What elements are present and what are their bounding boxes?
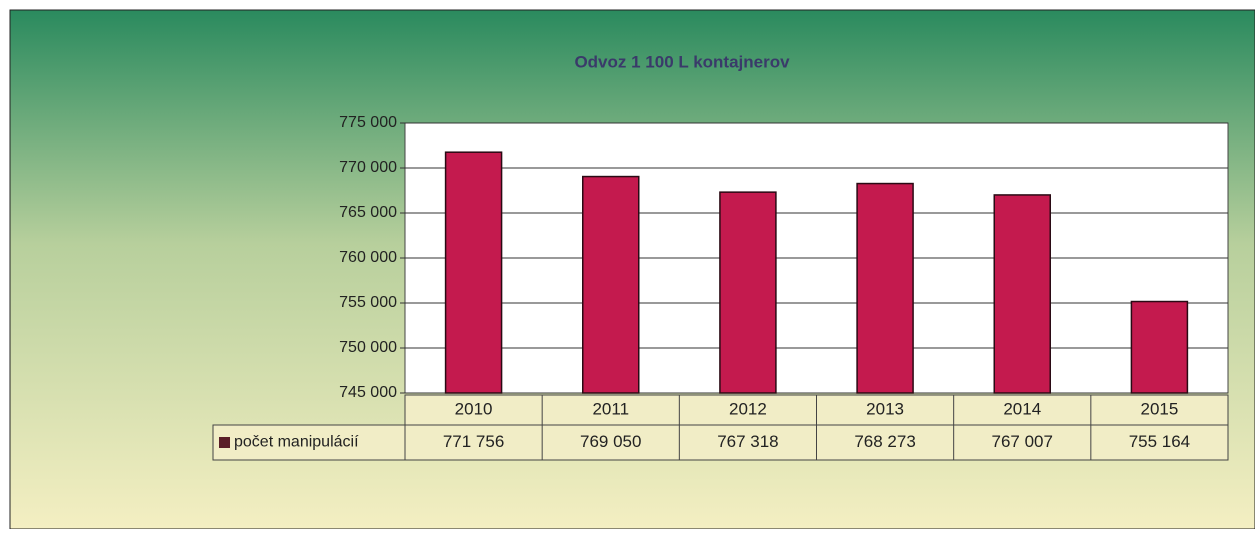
bar bbox=[582, 175, 640, 394]
x-tick-label: 2014 bbox=[1003, 399, 1041, 418]
value-label: 767 318 bbox=[717, 432, 778, 451]
value-label: 769 050 bbox=[580, 432, 641, 451]
y-tick-label: 775 000 bbox=[339, 114, 397, 131]
y-tick-label: 770 000 bbox=[339, 159, 397, 176]
bar bbox=[1130, 300, 1189, 394]
bar bbox=[993, 194, 1051, 394]
value-label: 755 164 bbox=[1129, 432, 1190, 451]
value-label: 768 273 bbox=[854, 432, 915, 451]
x-tick-label: 2010 bbox=[455, 399, 493, 418]
x-tick-label: 2015 bbox=[1141, 399, 1179, 418]
x-tick-label: 2013 bbox=[866, 399, 904, 418]
y-tick-label: 745 000 bbox=[339, 384, 397, 401]
value-label: 771 756 bbox=[443, 432, 504, 451]
x-tick-label: 2012 bbox=[729, 399, 767, 418]
chart-title: Odvoz 1 100 L kontajnerov bbox=[574, 52, 790, 71]
y-tick-label: 755 000 bbox=[339, 294, 397, 311]
x-tick-label: 2011 bbox=[592, 399, 629, 418]
legend-swatch bbox=[219, 437, 230, 448]
table-cell bbox=[212, 424, 1229, 461]
bar bbox=[444, 151, 503, 394]
bar bbox=[856, 182, 914, 394]
value-label: 767 007 bbox=[992, 432, 1053, 451]
y-tick-label: 765 000 bbox=[339, 204, 397, 221]
legend-label: počet manipulácií bbox=[234, 434, 359, 451]
y-tick-label: 760 000 bbox=[339, 249, 397, 266]
bar bbox=[719, 191, 777, 394]
y-tick-label: 750 000 bbox=[339, 339, 397, 356]
